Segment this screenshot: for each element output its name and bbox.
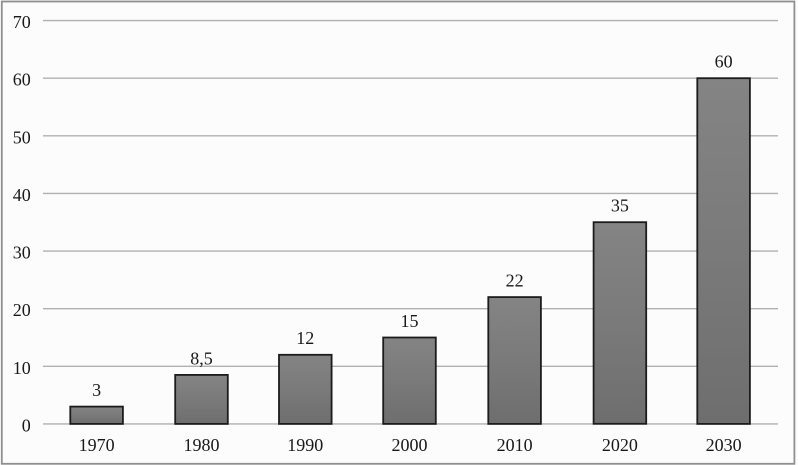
svg-text:8,5: 8,5: [190, 348, 213, 368]
svg-text:60: 60: [13, 70, 31, 90]
svg-text:70: 70: [13, 12, 31, 32]
svg-text:20: 20: [13, 300, 31, 320]
svg-text:15: 15: [401, 311, 419, 331]
svg-text:3: 3: [92, 380, 101, 400]
svg-text:1990: 1990: [287, 435, 323, 455]
svg-text:1980: 1980: [184, 435, 220, 455]
svg-text:60: 60: [715, 52, 733, 72]
svg-text:2020: 2020: [602, 435, 638, 455]
svg-text:50: 50: [13, 127, 31, 147]
svg-text:40: 40: [13, 185, 31, 205]
svg-text:2000: 2000: [392, 435, 428, 455]
svg-text:22: 22: [506, 271, 524, 291]
svg-text:1970: 1970: [79, 435, 115, 455]
svg-text:35: 35: [611, 196, 629, 216]
svg-text:2010: 2010: [497, 435, 533, 455]
svg-text:30: 30: [13, 243, 31, 263]
svg-text:10: 10: [13, 358, 31, 378]
svg-text:12: 12: [296, 328, 314, 348]
svg-text:0: 0: [22, 415, 31, 435]
svg-text:2030: 2030: [706, 435, 742, 455]
